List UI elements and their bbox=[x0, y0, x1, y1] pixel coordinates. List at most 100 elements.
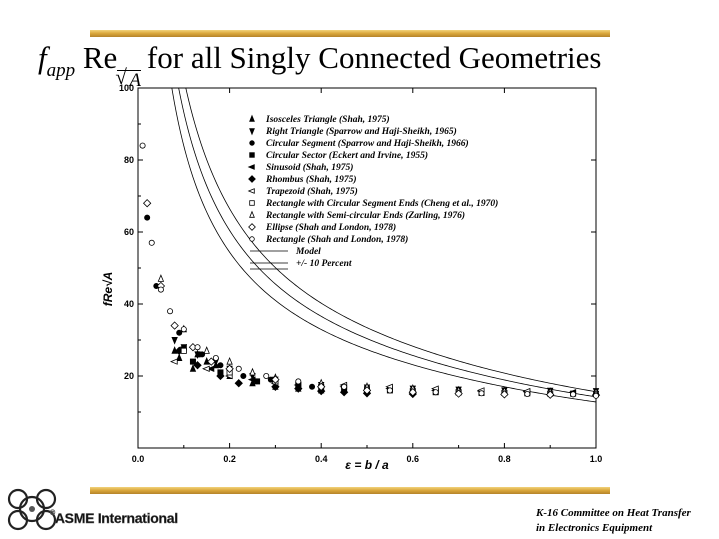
y-tick-label: 60 bbox=[124, 227, 134, 237]
data-point bbox=[263, 372, 270, 379]
data-point bbox=[217, 362, 224, 369]
footer-line-1: K-16 Committee on Heat Transfer bbox=[536, 507, 691, 519]
slide-title: fapp ReAfor all Singly Connected Geometr… bbox=[38, 40, 718, 91]
data-point bbox=[294, 384, 303, 393]
data-point bbox=[339, 388, 349, 397]
data-point bbox=[309, 383, 316, 390]
footer-note: K-16 Committee on Heat Transfer in Elect… bbox=[536, 506, 691, 536]
legend-entry: Rectangle with Circular Segment Ends (Ch… bbox=[265, 198, 498, 209]
y-tick-label: 20 bbox=[124, 371, 134, 381]
data-point bbox=[225, 364, 234, 373]
logo-text: ASME International bbox=[54, 510, 179, 526]
legend-entry: Isosceles Triangle (Shah, 1975) bbox=[265, 114, 390, 125]
data-point bbox=[157, 286, 164, 293]
data-point bbox=[212, 354, 219, 361]
legend-entry: +/- 10 Percent bbox=[296, 259, 352, 269]
data-point bbox=[249, 140, 255, 146]
data-point bbox=[170, 358, 178, 365]
data-point bbox=[148, 239, 155, 246]
title-re: Re bbox=[75, 40, 118, 75]
data-point bbox=[592, 392, 599, 399]
data-points bbox=[139, 142, 601, 400]
data-point bbox=[408, 388, 417, 397]
data-point bbox=[386, 387, 393, 394]
data-point bbox=[341, 383, 348, 390]
data-point bbox=[194, 351, 201, 360]
x-axis-label: ε = b / a bbox=[345, 458, 389, 472]
data-point bbox=[226, 356, 233, 365]
data-point bbox=[189, 364, 197, 372]
legend-entry: Circular Sector (Eckert and Irvine, 1955… bbox=[266, 150, 428, 161]
x-tick-label: 0.0 bbox=[132, 454, 145, 464]
data-point bbox=[249, 152, 255, 158]
band-curve bbox=[185, 88, 596, 393]
data-point bbox=[199, 351, 206, 358]
data-point bbox=[249, 200, 255, 206]
x-tick-label: 1.0 bbox=[590, 454, 603, 464]
data-point bbox=[248, 223, 256, 231]
data-point bbox=[194, 344, 201, 351]
y-axis-label: fRe√A bbox=[101, 272, 115, 307]
data-point bbox=[249, 114, 255, 122]
data-point bbox=[248, 175, 256, 183]
data-point bbox=[295, 378, 302, 385]
legend-entry: Rhombus (Shah, 1975) bbox=[265, 174, 357, 185]
bottom-gold-bar bbox=[90, 487, 610, 494]
data-point bbox=[176, 353, 183, 362]
data-point bbox=[216, 371, 225, 381]
data-point bbox=[500, 390, 509, 399]
data-point bbox=[170, 321, 179, 330]
friction-chart: 0.0 0.2 0.4 0.6 0.8 1.0 20 40 60 80 100 Isosceles … bbox=[101, 84, 602, 472]
data-point bbox=[478, 390, 485, 397]
legend-entry: Circular Segment (Sparrow and Haji-Sheik… bbox=[266, 138, 469, 149]
legend-entry: Right Triangle (Sparrow and Haji-Sheikh,… bbox=[265, 126, 457, 137]
band-curve bbox=[171, 88, 596, 403]
data-point bbox=[249, 210, 255, 218]
data-point bbox=[139, 142, 146, 149]
data-point bbox=[193, 361, 202, 370]
x-tick-label: 0.4 bbox=[315, 454, 328, 464]
data-point bbox=[180, 347, 187, 354]
data-point bbox=[249, 378, 256, 387]
y-tick-label: 80 bbox=[124, 155, 134, 165]
data-point bbox=[144, 214, 151, 221]
legend-entry: Ellipse (Shah and London, 1978) bbox=[265, 222, 396, 233]
data-point bbox=[167, 308, 174, 315]
data-point bbox=[157, 274, 165, 282]
data-point bbox=[362, 386, 372, 395]
data-point bbox=[142, 199, 152, 208]
legend-entry: Rectangle (Shah and London, 1978) bbox=[265, 234, 408, 245]
logo-mark: ® bbox=[50, 510, 56, 517]
asme-wordmark: ®ASME International bbox=[50, 510, 179, 526]
title-sqrt-a: A bbox=[115, 67, 141, 91]
data-point bbox=[180, 326, 187, 333]
data-point bbox=[546, 390, 555, 399]
chart-legend: Isosceles Triangle (Shah, 1975)Right Tri… bbox=[247, 114, 498, 270]
data-point bbox=[206, 365, 215, 373]
x-tick-label: 0.8 bbox=[498, 454, 511, 464]
data-point bbox=[234, 379, 243, 388]
model-curves bbox=[171, 88, 596, 403]
legend-entry: Trapezoid (Shah, 1975) bbox=[266, 186, 358, 197]
data-point bbox=[240, 372, 247, 379]
data-point bbox=[432, 389, 439, 396]
legend-entry: Sinusoid (Shah, 1975) bbox=[266, 162, 353, 173]
legend-entry: Rectangle with Semi-circular Ends (Zarli… bbox=[265, 210, 465, 221]
data-point bbox=[171, 336, 178, 345]
y-tick-label: 100 bbox=[119, 84, 134, 93]
data-point bbox=[247, 164, 255, 170]
data-point bbox=[524, 390, 531, 397]
model-curve bbox=[178, 88, 596, 398]
x-tick-label: 0.6 bbox=[407, 454, 420, 464]
top-gold-bar bbox=[90, 30, 610, 37]
data-point bbox=[570, 391, 577, 398]
title-f: f bbox=[38, 40, 47, 75]
title-rest: for all Singly Connected Geometries bbox=[146, 40, 602, 75]
data-point bbox=[202, 365, 210, 373]
data-point bbox=[454, 389, 463, 398]
y-tick-label: 40 bbox=[124, 299, 134, 309]
data-point bbox=[249, 367, 256, 376]
axis-ticks: 0.0 0.2 0.4 0.6 0.8 1.0 20 40 60 80 100 bbox=[119, 84, 602, 464]
data-point bbox=[317, 382, 326, 391]
data-point bbox=[249, 236, 255, 242]
